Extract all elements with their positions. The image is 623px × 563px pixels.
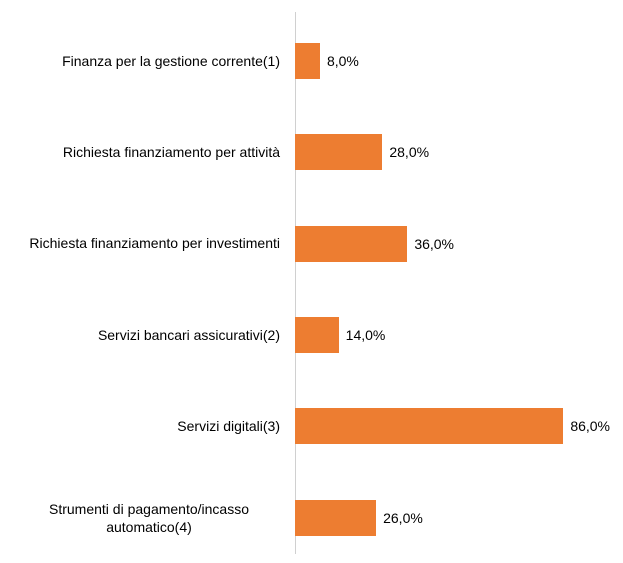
label-box: Richiesta finanziamento per attività <box>8 106 280 197</box>
row: Finanza per la gestione corrente(1) <box>0 15 623 106</box>
label-box: Servizi digitali(3) <box>8 381 280 472</box>
row: Servizi bancari assicurativi(2) <box>0 289 623 380</box>
row: Servizi digitali(3) <box>0 381 623 472</box>
axis-line <box>295 12 296 554</box>
value-label: 8,0% <box>326 52 359 69</box>
category-label: Servizi bancari assicurativi(2) <box>97 326 280 343</box>
value-label: 14,0% <box>345 326 386 343</box>
bar <box>295 225 408 262</box>
label-box: Finanza per la gestione corrente(1) <box>8 15 280 106</box>
category-label: Strumenti di pagamento/incasso automatic… <box>49 500 249 535</box>
value-label: 26,0% <box>383 509 423 526</box>
value-label: 28,0% <box>389 144 430 161</box>
row: Richiesta finanziamento per attività <box>0 106 623 197</box>
row: Richiesta finanziamento per investimenti <box>0 198 623 289</box>
bar <box>295 134 383 171</box>
label-box: Strumenti di pagamento/incasso automatic… <box>8 472 280 563</box>
category-label: Richiesta finanziamento per investimenti <box>29 235 280 252</box>
bar <box>295 499 377 536</box>
value-label: 36,0% <box>414 235 455 252</box>
row: Strumenti di pagamento/incasso automatic… <box>0 472 623 563</box>
category-label: Servizi digitali(3) <box>177 418 280 435</box>
label-box: Servizi bancari assicurativi(2) <box>8 289 280 380</box>
bar <box>295 42 320 79</box>
category-label: Finanza per la gestione corrente(1) <box>62 52 280 69</box>
value-label: 86,0% <box>570 418 611 435</box>
bar <box>295 316 339 353</box>
category-label: Richiesta finanziamento per attività <box>62 144 280 161</box>
bar <box>295 408 564 445</box>
label-box: Richiesta finanziamento per investimenti <box>8 198 280 289</box>
